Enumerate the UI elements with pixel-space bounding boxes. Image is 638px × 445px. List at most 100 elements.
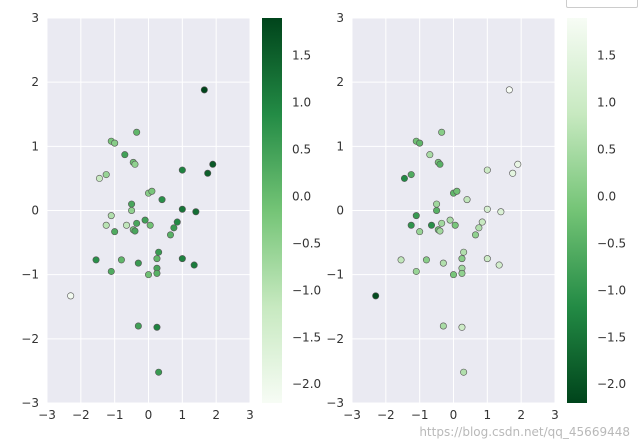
x-tick-label: −1 bbox=[411, 408, 429, 422]
y-tick-label: 0 bbox=[336, 204, 344, 218]
colorbar-tick-label: −2.0 bbox=[292, 377, 321, 391]
scatter-point bbox=[166, 231, 174, 239]
scatter-point bbox=[497, 208, 505, 216]
colorbar-tick-label: 1.5 bbox=[597, 49, 616, 63]
y-tick-label: 2 bbox=[31, 75, 39, 89]
x-tick-label: −3 bbox=[343, 408, 361, 422]
scatter-point bbox=[107, 212, 115, 220]
scatter-point bbox=[111, 228, 119, 236]
y-tick-label: −3 bbox=[326, 396, 344, 410]
scatter-point bbox=[495, 261, 503, 269]
scatter-point bbox=[428, 221, 436, 229]
x-tick-label: 0 bbox=[450, 408, 458, 422]
scatter-point bbox=[107, 267, 115, 275]
x-tick-label: −2 bbox=[72, 408, 90, 422]
scatter-point bbox=[460, 368, 468, 376]
y-tick-labels: −3 −2 −1 0 1 2 3 bbox=[326, 11, 344, 410]
scatter-point bbox=[131, 160, 139, 168]
colorbar bbox=[262, 18, 282, 403]
x-tick-label: 2 bbox=[517, 408, 525, 422]
scatter-point bbox=[422, 256, 430, 264]
scatter-point bbox=[458, 255, 466, 263]
x-tick-label: −1 bbox=[106, 408, 124, 422]
x-tick-label: 3 bbox=[246, 408, 254, 422]
y-tick-label: −1 bbox=[21, 268, 39, 282]
scatter-point bbox=[416, 228, 424, 236]
scatter-point bbox=[133, 128, 141, 136]
scatter-point bbox=[436, 227, 444, 235]
scatter-point bbox=[509, 169, 517, 177]
scatter-point bbox=[438, 128, 446, 136]
grid-lines bbox=[351, 17, 556, 404]
scatter-point bbox=[153, 269, 161, 277]
y-tick-label: −1 bbox=[326, 268, 344, 282]
scatter-point bbox=[153, 323, 161, 331]
scatter-point bbox=[102, 221, 110, 229]
y-tick-label: −2 bbox=[326, 332, 344, 346]
scatter-point bbox=[155, 368, 163, 376]
y-tick-label: 1 bbox=[336, 139, 344, 153]
x-tick-label: −3 bbox=[38, 408, 56, 422]
x-tick-label: 3 bbox=[551, 408, 559, 422]
right-scatter-panel: −3 −2 −1 0 1 2 3 −3 −2 −1 0 1 2 3 −2.0 −1.5 −1.0 −0.5 0.… bbox=[326, 11, 626, 422]
scatter-point bbox=[416, 139, 424, 147]
colorbar-tick-label: 0.0 bbox=[597, 189, 616, 203]
y-tick-label: −2 bbox=[21, 332, 39, 346]
colorbar-tick-labels: −2.0 −1.5 −1.0 −0.5 0.0 0.5 1.0 1.5 bbox=[597, 49, 626, 392]
scatter-point bbox=[463, 196, 471, 204]
scatter-point bbox=[131, 227, 139, 235]
scatter-point bbox=[200, 86, 208, 94]
scatter-point bbox=[438, 219, 446, 227]
scatter-point bbox=[478, 218, 486, 226]
scatter-point bbox=[458, 323, 466, 331]
x-tick-labels: −3 −2 −1 0 1 2 3 bbox=[38, 408, 254, 422]
scatter-point bbox=[117, 256, 125, 264]
colorbar-tick-label: −0.5 bbox=[597, 236, 626, 250]
scatter-points bbox=[67, 86, 217, 376]
scatter-point bbox=[433, 200, 441, 208]
scatter-point bbox=[153, 255, 161, 263]
colorbar-tick-label: 1.0 bbox=[597, 96, 616, 110]
scatter-point bbox=[178, 205, 186, 213]
y-tick-label: 3 bbox=[336, 11, 344, 25]
scatter-point bbox=[204, 169, 212, 177]
colorbar-tick-label: 1.0 bbox=[292, 96, 311, 110]
watermark-text: https://blog.csdn.net/qq_45669448 bbox=[419, 425, 630, 439]
colorbar-tick-label: −1.0 bbox=[597, 283, 626, 297]
colorbar-tick-label: −1.5 bbox=[292, 330, 321, 344]
scatter-point bbox=[173, 218, 181, 226]
scatter-point bbox=[436, 160, 444, 168]
scatter-point bbox=[433, 207, 441, 215]
x-tick-label: 2 bbox=[212, 408, 220, 422]
scatter-point bbox=[134, 259, 142, 267]
scatter-point bbox=[128, 200, 136, 208]
scatter-point bbox=[95, 174, 103, 182]
x-tick-labels: −3 −2 −1 0 1 2 3 bbox=[343, 408, 559, 422]
scatter-point bbox=[483, 255, 491, 263]
x-tick-label: 1 bbox=[484, 408, 492, 422]
y-tick-label: −3 bbox=[21, 396, 39, 410]
scatter-point bbox=[133, 219, 141, 227]
scatter-point bbox=[102, 171, 110, 179]
scatter-point bbox=[426, 151, 434, 159]
scatter-point bbox=[190, 261, 198, 269]
colorbar-tick-label: 0.5 bbox=[597, 142, 616, 156]
x-tick-label: 1 bbox=[179, 408, 187, 422]
x-tick-label: −2 bbox=[377, 408, 395, 422]
scatter-point bbox=[505, 86, 513, 94]
colorbar-tick-label: 0.0 bbox=[292, 189, 311, 203]
scatter-point bbox=[514, 160, 522, 168]
scatter-point bbox=[192, 208, 200, 216]
scatter-point bbox=[439, 322, 447, 330]
y-tick-labels: −3 −2 −1 0 1 2 3 bbox=[21, 11, 39, 410]
scatter-point bbox=[178, 255, 186, 263]
colorbar-tick-label: −1.5 bbox=[597, 330, 626, 344]
y-tick-label: 2 bbox=[336, 75, 344, 89]
scatter-point bbox=[407, 221, 415, 229]
scatter-point bbox=[372, 292, 380, 300]
colorbar-tick-labels: −2.0 −1.5 −1.0 −0.5 0.0 0.5 1.0 1.5 bbox=[292, 49, 321, 392]
scatter-point bbox=[471, 231, 479, 239]
scatter-point bbox=[397, 256, 405, 264]
scatter-point bbox=[123, 221, 131, 229]
